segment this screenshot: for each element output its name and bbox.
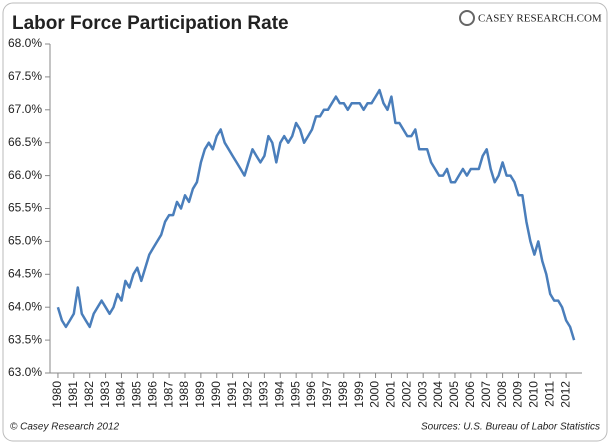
x-tick-label: 2009 bbox=[511, 381, 525, 408]
x-tick-label: 2011 bbox=[542, 381, 556, 407]
x-tick-label: 2012 bbox=[558, 381, 572, 408]
x-tick-label: 2006 bbox=[463, 381, 477, 408]
x-tick-label: 1992 bbox=[241, 381, 255, 408]
y-tick-label: 67.0% bbox=[8, 102, 42, 116]
x-tick-label: 2001 bbox=[384, 381, 398, 408]
x-tick-label: 1986 bbox=[145, 381, 159, 408]
y-tick-label: 63.5% bbox=[8, 332, 42, 346]
x-tick-label: 1983 bbox=[98, 381, 112, 408]
y-tick-label: 64.0% bbox=[8, 299, 42, 313]
x-tick-label: 2010 bbox=[527, 381, 541, 408]
x-tick-label: 1990 bbox=[209, 381, 223, 408]
y-tick-label: 66.5% bbox=[8, 135, 42, 149]
x-tick-label: 1985 bbox=[130, 381, 144, 408]
x-tick-label: 2007 bbox=[479, 381, 493, 408]
x-tick-label: 1996 bbox=[304, 381, 318, 408]
y-tick-label: 63.0% bbox=[8, 365, 42, 379]
y-tick-label: 67.5% bbox=[8, 69, 42, 83]
chart-title: Labor Force Participation Rate bbox=[12, 13, 289, 34]
y-tick-label: 68.0% bbox=[8, 36, 42, 50]
logo-icon bbox=[459, 10, 475, 26]
x-tick-label: 2002 bbox=[399, 381, 413, 408]
x-tick-label: 1991 bbox=[225, 381, 239, 408]
x-tick-label: 1997 bbox=[320, 381, 334, 408]
x-tick-label: 2000 bbox=[368, 381, 382, 408]
x-tick-label: 2008 bbox=[495, 381, 509, 408]
source: Sources: U.S. Bureau of Labor Statistics bbox=[421, 422, 600, 433]
x-tick-label: 1988 bbox=[177, 381, 191, 408]
data-line bbox=[56, 88, 576, 341]
x-tick-label: 2003 bbox=[415, 381, 429, 408]
frame bbox=[2, 2, 608, 442]
copyright: © Casey Research 2012 bbox=[10, 422, 120, 433]
x-tick-label: 1993 bbox=[257, 381, 271, 408]
x-tick-label: 1995 bbox=[288, 381, 302, 408]
y-tick-label: 64.5% bbox=[8, 266, 42, 280]
x-tick-label: 1981 bbox=[66, 381, 80, 408]
x-tick-label: 1982 bbox=[82, 381, 96, 408]
brand: CASEY RESEARCH.COM bbox=[478, 13, 602, 25]
x-tick-label: 2004 bbox=[431, 381, 445, 408]
y-tick-label: 66.0% bbox=[8, 168, 42, 182]
x-tick-label: 1994 bbox=[272, 381, 286, 408]
x-tick-label: 1984 bbox=[114, 381, 128, 408]
x-tick-label: 1998 bbox=[336, 381, 350, 408]
y-tick-label: 65.5% bbox=[8, 201, 42, 215]
x-tick-label: 1999 bbox=[352, 381, 366, 408]
x-tick-label: 2005 bbox=[447, 381, 461, 408]
x-tick-label: 1987 bbox=[161, 381, 175, 408]
y-tick-label: 65.0% bbox=[8, 234, 42, 248]
x-tick-label: 1980 bbox=[50, 381, 64, 408]
x-tick-label: 1989 bbox=[193, 381, 207, 408]
